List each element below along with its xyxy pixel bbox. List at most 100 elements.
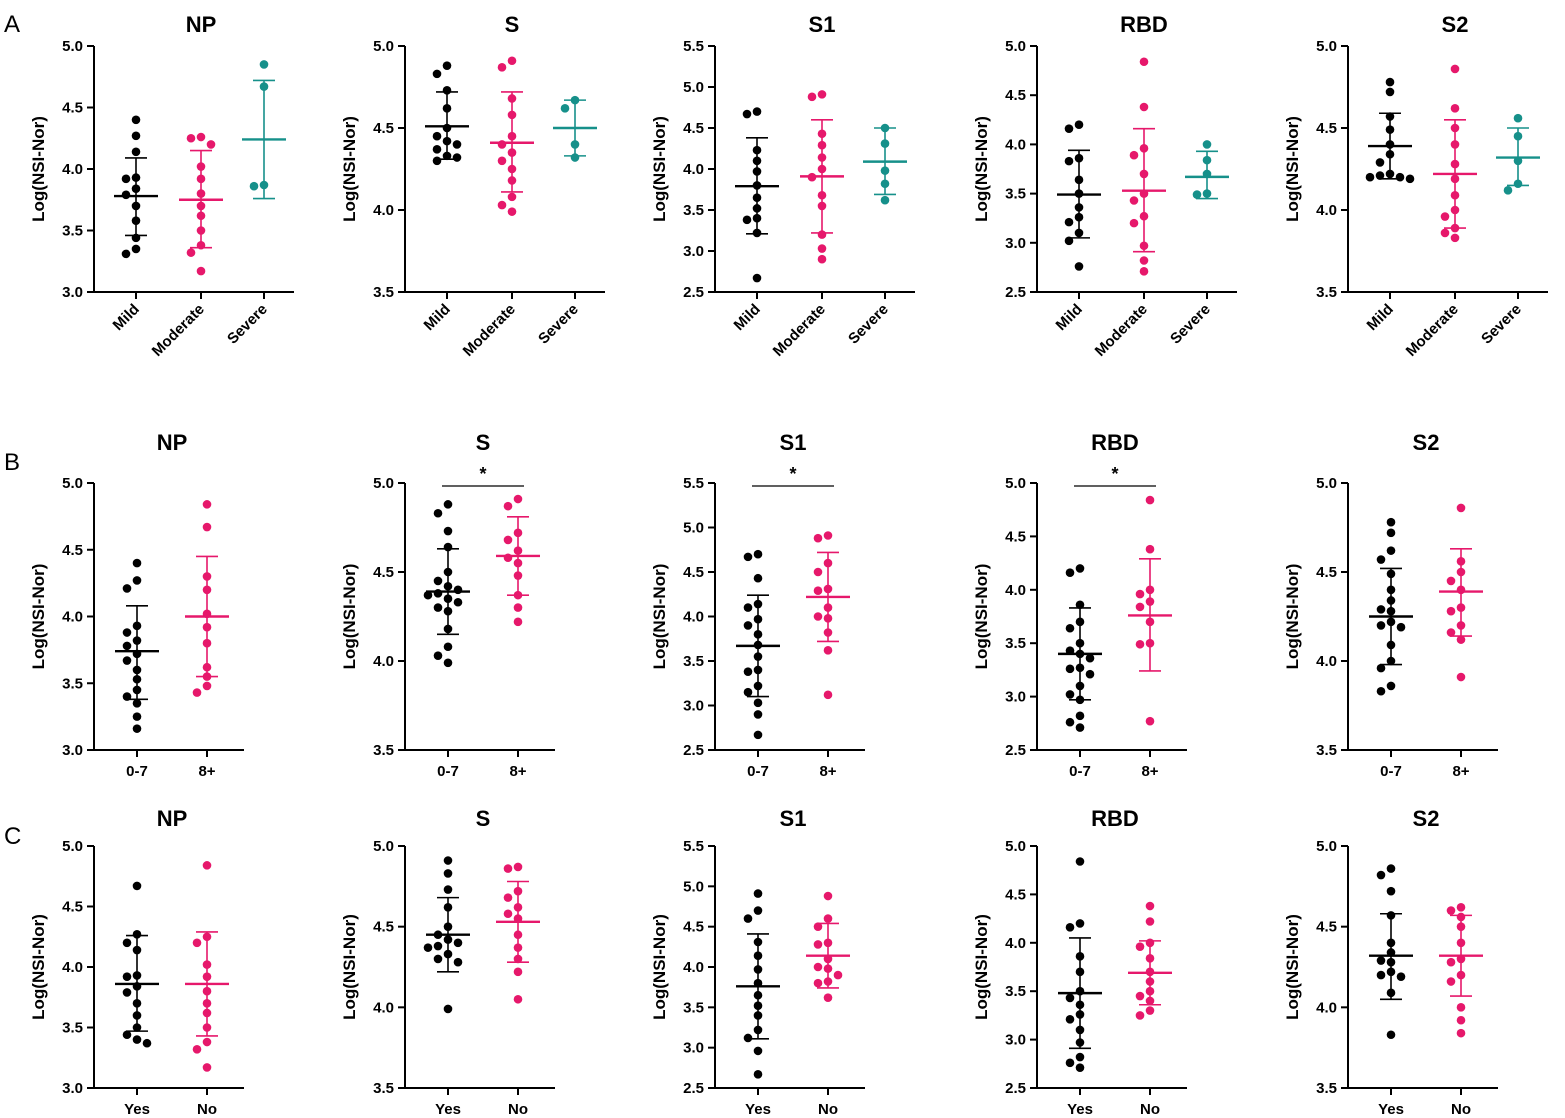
- data-point: [1075, 649, 1085, 659]
- data-point: [753, 906, 763, 915]
- data-point: [1075, 1000, 1085, 1010]
- data-point: [196, 174, 206, 184]
- data-point: [1135, 1011, 1145, 1020]
- data-point: [1145, 986, 1155, 996]
- data-point: [753, 573, 763, 583]
- data-point: [1145, 544, 1155, 554]
- data-point: [752, 107, 762, 116]
- y-tick-label: 5.0: [1005, 38, 1026, 55]
- chart-c-rbd: RBD 2.5 3.0 3.5 4.0 4.5 5.0 Log(NSI-Nor) Yes No: [972, 806, 1187, 1118]
- data-point: [443, 567, 453, 577]
- data-point: [742, 109, 752, 119]
- data-point: [432, 145, 442, 154]
- chart-title: NP: [157, 806, 188, 831]
- data-point: [1450, 159, 1460, 169]
- data-point: [202, 622, 212, 632]
- data-point: [132, 636, 142, 645]
- data-point: [753, 640, 763, 650]
- data-point: [753, 1025, 763, 1035]
- data-point: [132, 649, 142, 659]
- data-point: [192, 1044, 202, 1054]
- x-tick-label: Moderate: [770, 301, 829, 360]
- data-point: [1385, 87, 1395, 97]
- data-point: [1456, 1015, 1466, 1025]
- chart-a-s1: S1 2.5 3.0 3.5 4.0 4.5 5.0 5.5 Log(NSI-Nor) Mild M…: [650, 12, 915, 360]
- data-point: [1145, 617, 1155, 627]
- data-point: [743, 687, 753, 697]
- data-point: [443, 658, 453, 668]
- data-point: [1139, 267, 1149, 276]
- data-point: [823, 938, 833, 948]
- y-axis-label: Log(NSI-Nor): [650, 564, 669, 670]
- data-point: [813, 978, 823, 988]
- x-tick-label: Moderate: [1092, 301, 1151, 360]
- data-point: [1145, 977, 1155, 986]
- data-point: [1386, 546, 1396, 555]
- data-point: [752, 273, 762, 283]
- y-tick-label: 3.5: [1316, 284, 1337, 301]
- data-point: [122, 692, 132, 701]
- data-point: [1145, 495, 1155, 505]
- data-point: [1065, 1058, 1075, 1068]
- data-point: [131, 244, 141, 254]
- data-point: [206, 140, 216, 149]
- data-point: [1135, 991, 1145, 1001]
- y-tick-label: 3.5: [683, 999, 704, 1016]
- data-point: [1456, 954, 1466, 964]
- data-point: [742, 215, 752, 225]
- y-axis-label: Log(NSI-Nor): [340, 116, 359, 222]
- data-point: [196, 132, 206, 142]
- data-point: [1202, 155, 1212, 165]
- data-point: [192, 938, 202, 948]
- data-point: [1513, 113, 1523, 123]
- data-point: [131, 147, 141, 157]
- data-point: [443, 903, 453, 912]
- data-point: [823, 891, 833, 901]
- data-point: [1065, 993, 1075, 1003]
- data-point: [513, 571, 523, 580]
- data-point: [122, 656, 132, 665]
- data-point: [817, 244, 827, 253]
- data-point: [1075, 600, 1085, 610]
- data-point: [142, 1038, 152, 1048]
- data-point: [196, 162, 206, 171]
- data-point: [1446, 628, 1456, 637]
- data-point: [1386, 864, 1396, 873]
- x-tick-label: 0-7: [437, 763, 459, 780]
- data-point: [1065, 690, 1075, 699]
- data-point: [1075, 919, 1085, 928]
- y-tick-label: 4.0: [1005, 582, 1026, 599]
- chart-c-s1: S1 2.5 3.0 3.5 4.0 4.5 5.0 5.5 Log(NSI-Nor) Yes No: [650, 806, 865, 1118]
- data-point: [503, 501, 513, 511]
- data-point: [513, 617, 523, 627]
- data-point: [513, 914, 523, 923]
- data-point: [813, 586, 823, 595]
- chart-c-s2: S2 3.5 4.0 4.5 5.0 Log(NSI-Nor) Yes No: [1283, 806, 1498, 1118]
- y-tick-label: 4.5: [1005, 528, 1026, 545]
- data-point: [1075, 967, 1085, 977]
- y-tick-label: 5.0: [683, 520, 704, 537]
- y-tick-label: 5.0: [373, 475, 394, 492]
- y-tick-label: 2.5: [1005, 1080, 1026, 1097]
- data-point: [1450, 104, 1460, 113]
- data-point: [880, 139, 890, 148]
- data-point: [432, 131, 442, 141]
- data-point: [132, 1011, 142, 1020]
- data-point: [443, 542, 453, 552]
- data-point: [433, 589, 443, 598]
- data-point: [753, 889, 763, 898]
- data-point: [1450, 190, 1460, 200]
- y-tick-label: 4.5: [373, 919, 394, 936]
- data-point: [1513, 131, 1523, 141]
- data-point: [433, 508, 443, 518]
- data-point: [1064, 124, 1074, 133]
- y-tick-label: 2.5: [683, 284, 704, 301]
- data-point: [753, 698, 763, 708]
- x-tick-label: 8+: [1141, 763, 1158, 780]
- data-point: [823, 977, 833, 986]
- data-point: [186, 248, 196, 257]
- data-point: [1075, 723, 1085, 732]
- data-point: [753, 937, 763, 947]
- data-point: [202, 999, 212, 1008]
- data-point: [432, 69, 442, 79]
